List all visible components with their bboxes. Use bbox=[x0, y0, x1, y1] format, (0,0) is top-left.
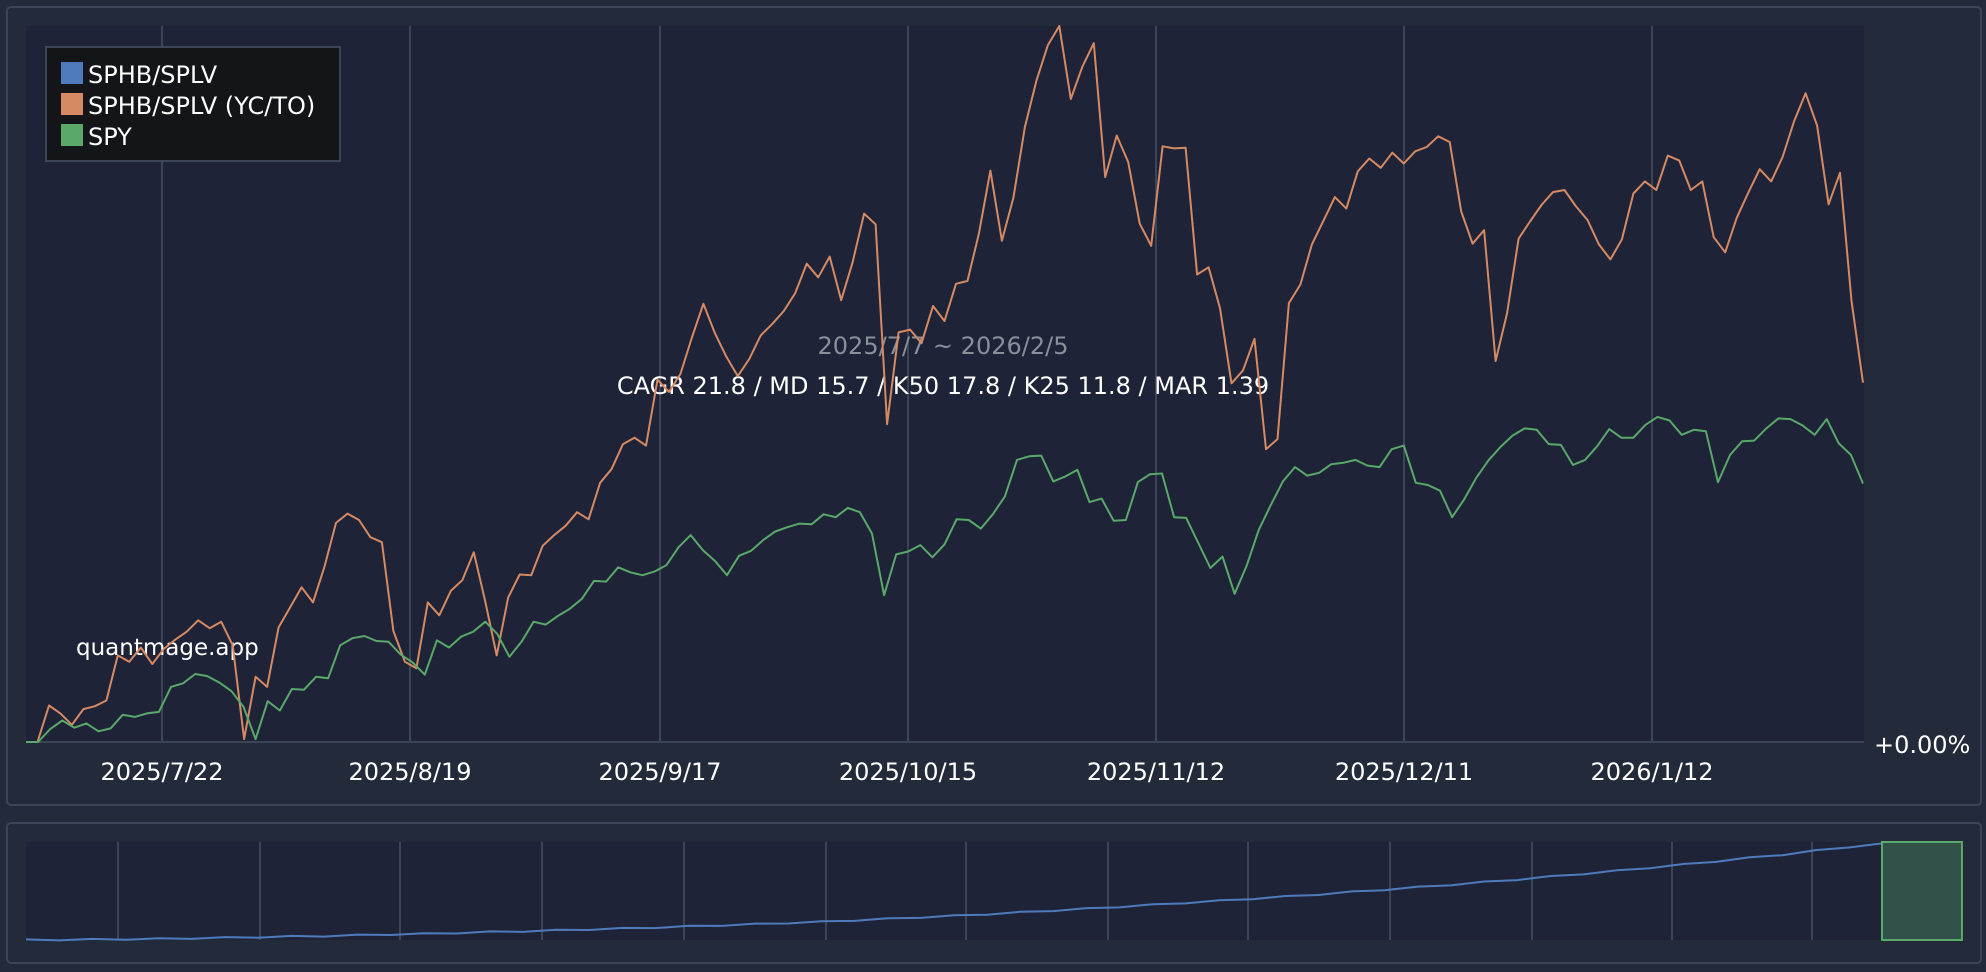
x-tick-label: 2025/9/17 bbox=[598, 758, 721, 786]
baseline-percent-label: +0.00% bbox=[1874, 731, 1970, 759]
legend-swatch-sphb-splv-yc-to bbox=[61, 93, 83, 115]
x-tick-label: 2026/1/12 bbox=[1590, 758, 1713, 786]
series-layer bbox=[26, 25, 1864, 743]
x-axis-ticks: 2025/7/22 2025/8/19 2025/9/17 2025/10/15 202… bbox=[100, 758, 1713, 786]
legend-label-sphb-splv-yc-to[interactable]: SPHB/SPLV (YC/TO) bbox=[88, 92, 315, 120]
legend-swatch-spy bbox=[61, 124, 83, 146]
x-tick-label: 2025/10/15 bbox=[839, 758, 977, 786]
x-tick-label: 2025/7/22 bbox=[100, 758, 223, 786]
series-line-sphb-splv-yc-to bbox=[26, 25, 1864, 743]
legend-box bbox=[45, 46, 341, 162]
legend[interactable]: SPHB/SPLV SPHB/SPLV (YC/TO) SPY bbox=[45, 46, 341, 162]
legend-swatch-sphb-splv bbox=[61, 62, 83, 84]
legend-label-sphb-splv[interactable]: SPHB/SPLV bbox=[88, 61, 218, 89]
watermark: quantmage.app bbox=[76, 635, 259, 661]
navigator-plot[interactable] bbox=[26, 842, 1964, 940]
legend-label-spy[interactable]: SPY bbox=[88, 123, 132, 151]
period-label: 2025/7/7 ~ 2026/2/5 bbox=[818, 332, 1069, 360]
stats-label: CAGR 21.8 / MD 15.7 / K50 17.8 / K25 11.… bbox=[617, 372, 1269, 400]
x-tick-label: 2025/11/12 bbox=[1087, 758, 1225, 786]
series-line-spy bbox=[26, 415, 1864, 743]
navigator-selection[interactable] bbox=[1881, 841, 1963, 941]
navigator-series-line bbox=[25, 842, 1883, 942]
x-tick-label: 2025/12/11 bbox=[1335, 758, 1473, 786]
x-tick-label: 2025/8/19 bbox=[348, 758, 471, 786]
navigator-grid-lines bbox=[117, 842, 1813, 940]
